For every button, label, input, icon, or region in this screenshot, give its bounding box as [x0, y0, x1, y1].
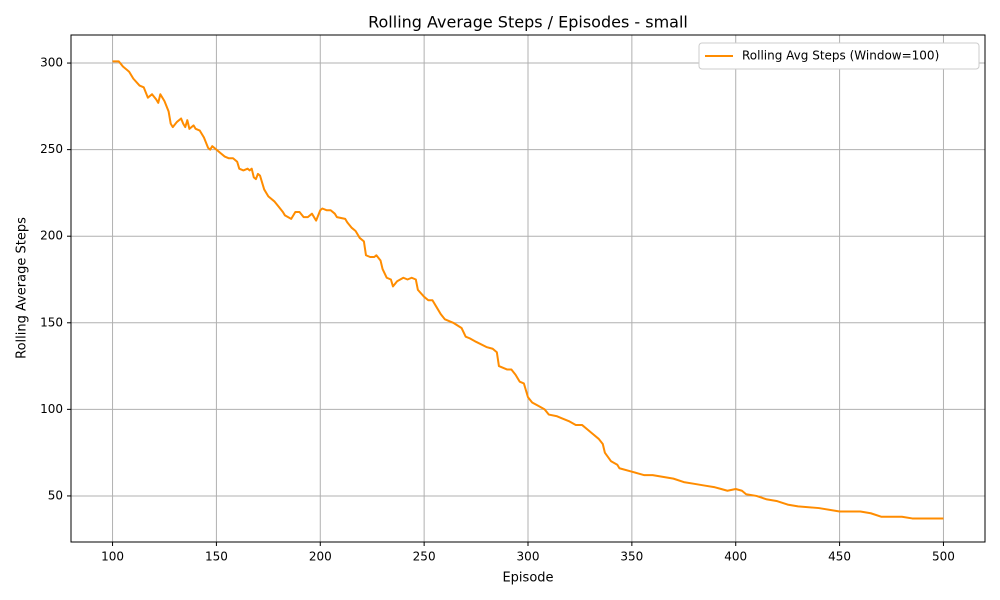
x-tick-label: 350 [620, 550, 643, 564]
y-tick-label: 300 [40, 56, 63, 70]
legend-label: Rolling Avg Steps (Window=100) [742, 49, 939, 63]
x-tick-label: 200 [309, 550, 332, 564]
plot-frame [70, 34, 986, 543]
y-tick-label: 250 [40, 142, 63, 156]
y-tick-label: 200 [40, 229, 63, 243]
x-tick-label: 100 [101, 550, 124, 564]
y-tick-label: 150 [40, 315, 63, 329]
x-tick-label: 150 [205, 550, 228, 564]
x-tick-label: 450 [828, 550, 851, 564]
y-tick-label: 100 [40, 402, 63, 416]
data-line [112, 60, 944, 520]
x-tick-label: 300 [517, 550, 540, 564]
x-tick-label: 400 [724, 550, 747, 564]
x-tick-label: 250 [413, 550, 436, 564]
legend-box [698, 42, 980, 70]
chart-title: Rolling Average Steps / Episodes - small [368, 13, 688, 32]
x-tick-label: 500 [932, 550, 955, 564]
x-axis-label: Episode [502, 571, 553, 586]
y-tick-label: 50 [48, 488, 63, 502]
y-axis-label: Rolling Average Steps [15, 217, 30, 359]
